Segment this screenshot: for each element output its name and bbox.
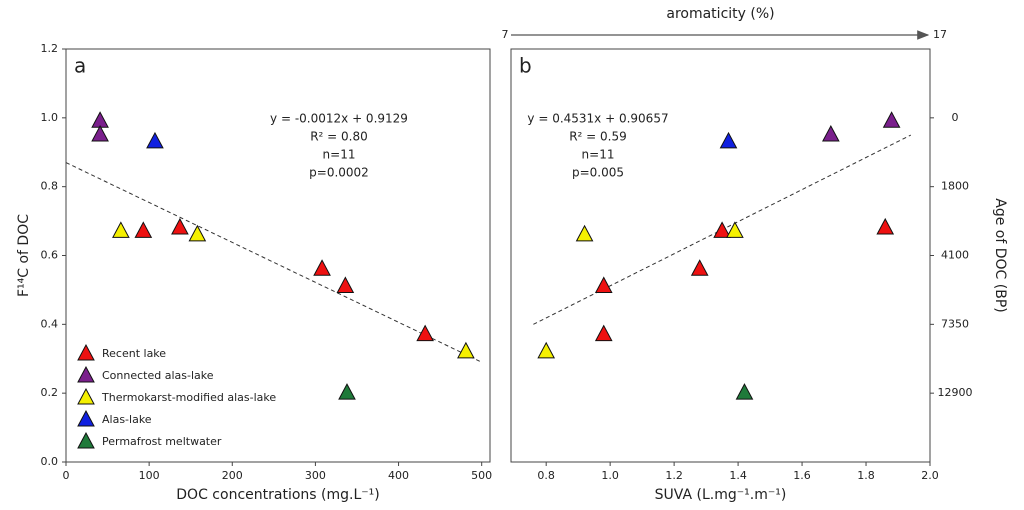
x-tick-label: 200 <box>222 469 243 482</box>
top-axis-label: aromaticity (%) <box>666 6 774 22</box>
y-tick-label: 1.2 <box>41 42 59 55</box>
trendline <box>65 162 482 363</box>
x-tick-label: 1.2 <box>665 469 683 482</box>
data-point <box>822 124 840 142</box>
annotation: y = 0.4531x + 0.90657 <box>527 112 668 126</box>
data-point <box>338 383 356 400</box>
annotation: y = -0.0012x + 0.9129 <box>270 112 408 126</box>
data-point <box>594 324 613 342</box>
x-tick-label: 500 <box>471 469 492 482</box>
y2-tick-label: 1800 <box>941 180 969 193</box>
top-axis-start: 7 <box>502 28 509 41</box>
x-tick-label: 1.0 <box>601 469 619 482</box>
data-point <box>690 259 709 276</box>
x-tick-label: 1.8 <box>857 469 875 482</box>
x-tick-label: 400 <box>388 469 409 482</box>
data-point <box>735 383 754 400</box>
legend-marker <box>77 365 95 383</box>
annotation: p=0.0002 <box>309 166 369 180</box>
y-tick-label: 1.0 <box>41 111 59 124</box>
y2-axis-label: Age of DOC (BP) <box>992 198 1008 312</box>
y-tick-label: 0.6 <box>41 249 59 262</box>
data-point <box>537 341 556 359</box>
y2-tick-label: 7350 <box>941 317 969 330</box>
x-tick-label: 1.4 <box>729 469 747 482</box>
legend-label: Permafrost meltwater <box>102 435 222 448</box>
legend-label: Alas-lake <box>102 413 152 426</box>
panel-label: b <box>519 54 532 78</box>
legend-marker <box>77 387 95 405</box>
data-point <box>719 131 738 149</box>
y2-tick-label: 4100 <box>941 249 969 262</box>
y-tick-label: 0.8 <box>41 180 59 193</box>
data-point <box>457 341 475 359</box>
legend-label: Connected alas-lake <box>102 369 214 382</box>
x-axis-label: SUVA (L.mg⁻¹.m⁻¹) <box>655 487 787 503</box>
data-point <box>146 131 164 149</box>
data-point <box>313 259 331 276</box>
y2-tick-label: 12900 <box>938 386 973 399</box>
data-point <box>188 224 207 242</box>
x-tick-label: 0 <box>63 469 70 482</box>
x-axis-label: DOC concentrations (mg.L⁻¹) <box>176 487 379 503</box>
annotation: n=11 <box>582 148 615 162</box>
data-point <box>134 221 153 238</box>
annotation: n=11 <box>323 148 356 162</box>
legend-marker <box>77 431 95 449</box>
annotation: p=0.005 <box>572 166 624 180</box>
data-point <box>575 224 594 242</box>
data-point <box>416 324 434 342</box>
x-tick-label: 2.0 <box>921 469 939 482</box>
annotation: R² = 0.80 <box>310 130 368 144</box>
annotation: R² = 0.59 <box>569 130 627 144</box>
y-axis-label: F¹⁴C of DOC <box>16 214 32 297</box>
y2-tick-label: 0 <box>952 111 959 124</box>
data-point <box>171 217 189 235</box>
x-tick-label: 100 <box>139 469 160 482</box>
data-point <box>91 124 109 142</box>
legend-marker <box>77 343 95 361</box>
x-tick-label: 300 <box>305 469 326 482</box>
y-tick-label: 0.4 <box>41 317 59 330</box>
data-point <box>876 217 895 235</box>
y-tick-label: 0.0 <box>41 455 59 468</box>
legend-label: Thermokarst-modified alas-lake <box>101 391 276 404</box>
data-point <box>713 221 731 238</box>
data-point <box>112 221 130 238</box>
top-axis-end: 17 <box>933 28 947 41</box>
data-point <box>594 276 613 293</box>
data-point <box>336 276 355 293</box>
x-tick-label: 0.8 <box>537 469 555 482</box>
legend-marker <box>77 409 95 427</box>
legend-label: Recent lake <box>102 347 166 360</box>
panel-label: a <box>74 54 86 78</box>
data-point <box>726 221 744 238</box>
y-tick-label: 0.2 <box>41 386 59 399</box>
data-point <box>882 111 901 128</box>
x-tick-label: 1.6 <box>793 469 811 482</box>
